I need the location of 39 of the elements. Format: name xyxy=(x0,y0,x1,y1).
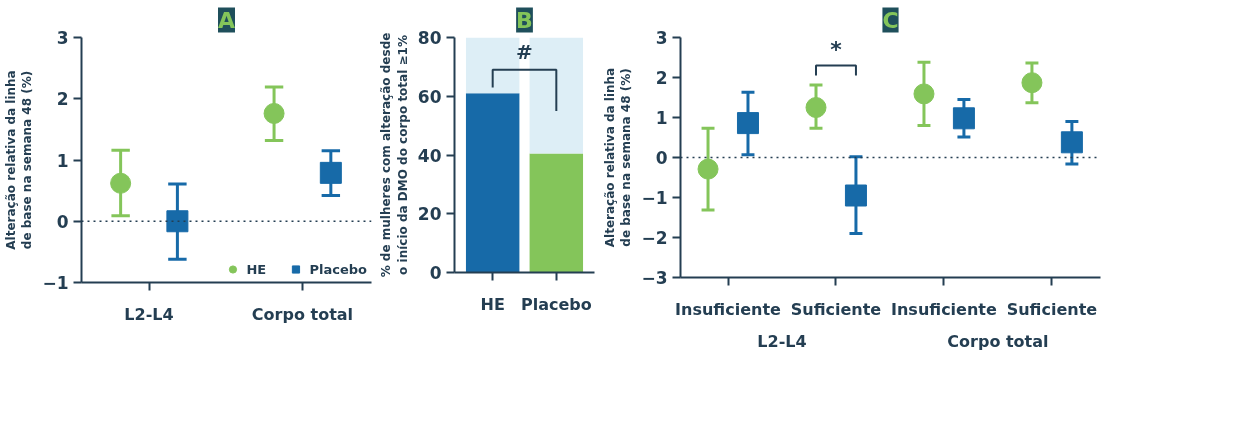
y-tick-label: −1 xyxy=(641,188,668,208)
y-tick-label: −2 xyxy=(641,228,668,248)
y-tick-label: 40 xyxy=(417,145,442,166)
y-tick-label: 0 xyxy=(655,148,668,168)
x-tick-label: Suficiente xyxy=(1006,299,1098,319)
y-tick-label: 60 xyxy=(417,86,442,107)
x-tick-label: Insuficiente xyxy=(675,299,782,319)
y-tick-label: 80 xyxy=(417,28,442,48)
x-tick-label: Placebo xyxy=(520,294,592,314)
y-axis-title: Alteração relativa da linha de base na semana 48 (%) xyxy=(602,67,634,248)
x-tick-label: HE xyxy=(480,294,505,314)
text: Corpo total xyxy=(947,331,1049,351)
x-tick-label: Corpo total xyxy=(251,304,354,324)
annotation: * xyxy=(830,36,843,62)
legend-label: HE xyxy=(246,260,267,278)
y-axis-title: Alteração relativa da linha de base na semana 48 (%) xyxy=(3,70,35,250)
y-tick-label: −3 xyxy=(641,268,668,288)
chart-title: A xyxy=(217,7,236,33)
y-axis-title: % de mulheres com alteração desde o início da DMO do corpo total ≥1% xyxy=(379,32,410,278)
y-tick-label: 1 xyxy=(56,150,69,171)
y-tick-label: 2 xyxy=(56,89,69,110)
y-tick-label: 0 xyxy=(56,211,69,232)
chart-title: C xyxy=(882,7,899,33)
x-tick-label: L2-L4 xyxy=(124,304,174,324)
y-tick-label: 3 xyxy=(56,28,69,48)
y-tick-label: 1 xyxy=(655,108,668,128)
y-tick-label: −1 xyxy=(42,273,69,293)
bar xyxy=(529,153,584,273)
y-tick-label: 20 xyxy=(417,204,442,225)
annotation: # xyxy=(516,39,533,64)
chart-title: B xyxy=(516,7,533,33)
x-tick-label: Insuficiente xyxy=(891,299,998,319)
y-tick-label: 3 xyxy=(655,28,668,48)
text: L2-L4 xyxy=(757,331,807,351)
legend-label: Placebo xyxy=(309,260,367,278)
y-tick-label: 2 xyxy=(655,68,668,88)
y-tick-label: 0 xyxy=(429,263,442,283)
bar xyxy=(465,93,520,273)
x-tick-label: Suficiente xyxy=(790,299,882,319)
